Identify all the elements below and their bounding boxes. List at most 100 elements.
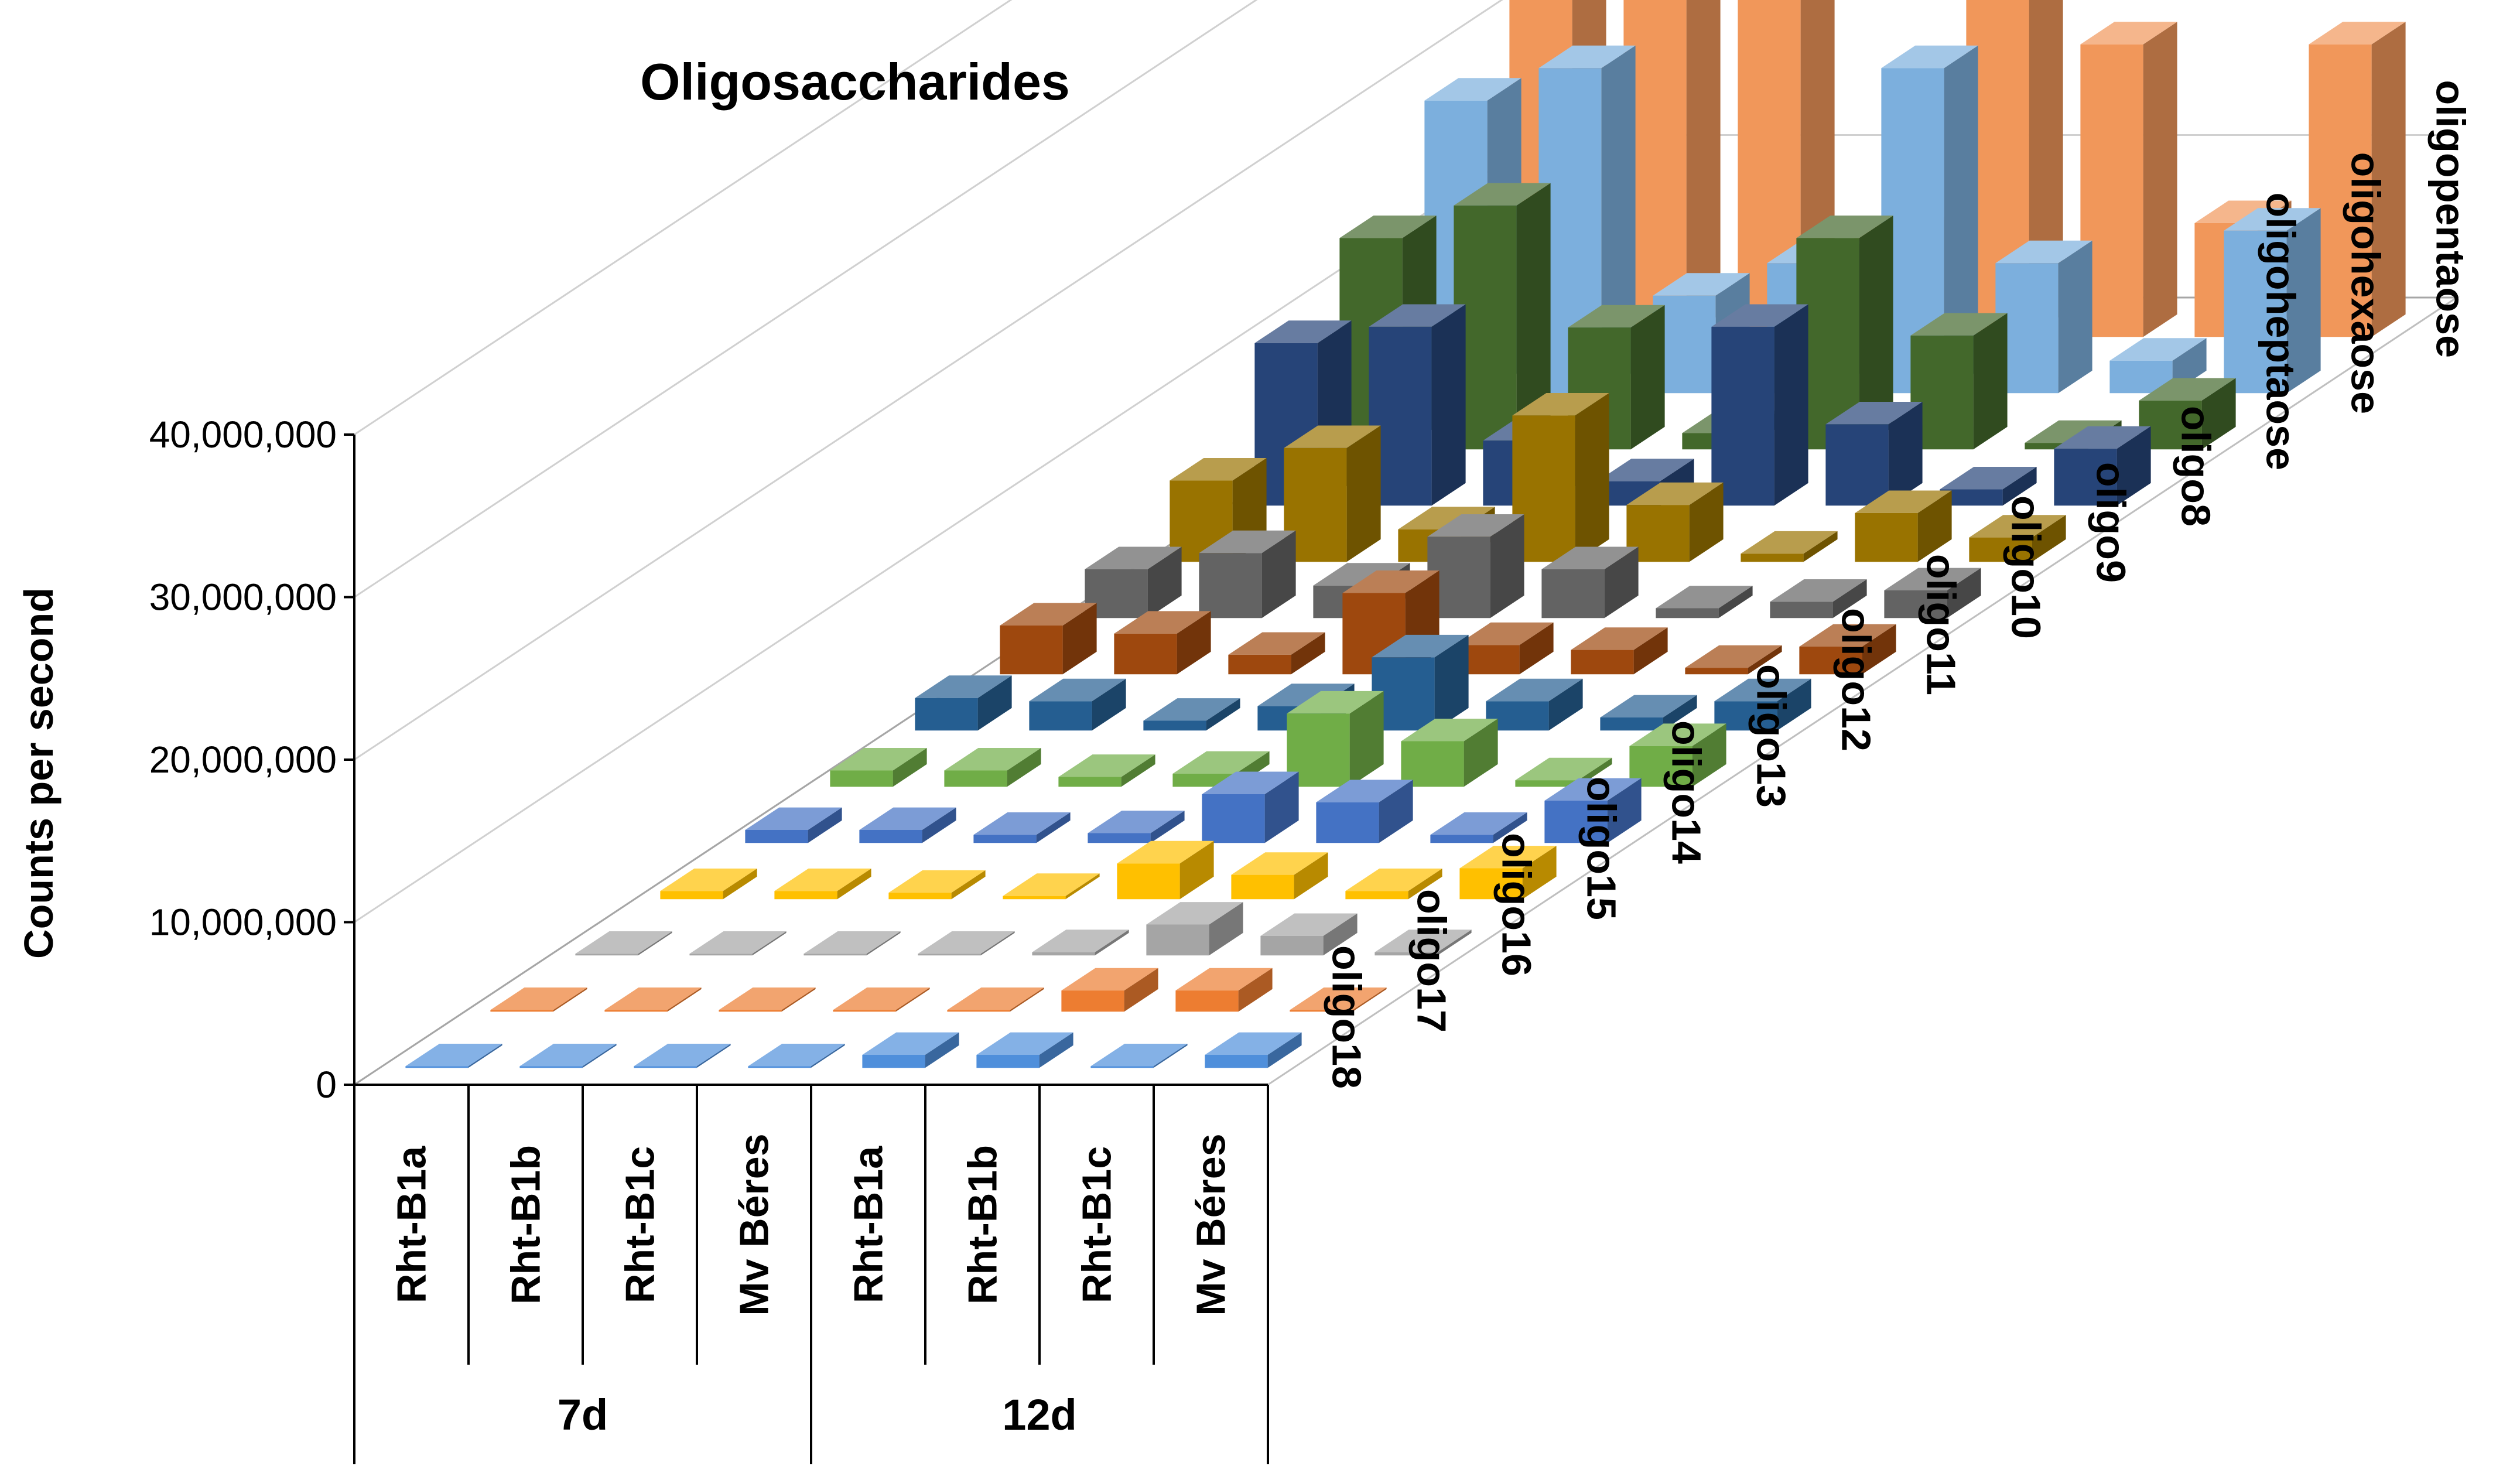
bar-top (1796, 216, 1893, 238)
bar-top (1313, 563, 1410, 586)
bar-front (1486, 701, 1549, 731)
bar-front (1260, 935, 1324, 956)
bar-top (1090, 1044, 1188, 1067)
series-label: oligo16 (1494, 833, 1540, 976)
bar-side (1607, 778, 1642, 843)
bar (1430, 812, 1527, 843)
bar-side (582, 1044, 617, 1068)
chart-bars (405, 0, 2406, 1068)
bar-top (1228, 632, 1325, 655)
bar-front (1316, 802, 1379, 843)
bar-top (1143, 698, 1240, 721)
bar-front (1799, 647, 1862, 675)
bar-front (1199, 553, 1262, 619)
bar-front (1538, 68, 1602, 394)
bar (1623, 0, 1721, 337)
bar (719, 987, 816, 1012)
bar-top (1058, 754, 1155, 777)
bar-top (689, 931, 787, 954)
bar (519, 1044, 617, 1068)
bar-top (1571, 627, 1668, 650)
bar-front (888, 893, 952, 900)
bar (1199, 530, 1296, 619)
category-label: Rht-B1b (503, 1145, 549, 1304)
bar-top (1600, 695, 1697, 717)
bar (1796, 216, 1893, 450)
bar (748, 1044, 845, 1068)
bar-side (1346, 425, 1381, 562)
bar-front (1995, 263, 2059, 394)
bar-front (1345, 891, 1408, 900)
bar-front (490, 1010, 553, 1012)
bar (689, 931, 787, 956)
category-label: Rht-B1a (389, 1146, 435, 1303)
category-label: Mv Béres (1188, 1133, 1234, 1315)
bar-side (837, 868, 871, 900)
bar-front (1656, 608, 1719, 619)
bar-top (1316, 780, 1413, 802)
bar-side (1036, 812, 1071, 843)
bar (1995, 240, 2092, 394)
bar-front (1284, 447, 1347, 562)
bar-side (1124, 968, 1158, 1012)
bar-top (1629, 723, 1726, 746)
bar (1544, 778, 1642, 843)
bar (1284, 425, 1381, 562)
bar-front (2224, 230, 2287, 394)
bar-front (1290, 1010, 1353, 1012)
bar (1910, 313, 2008, 450)
bar (1940, 467, 2037, 506)
bar-side (1947, 568, 1981, 619)
bar-top (748, 1044, 845, 1067)
bar-front (1881, 68, 1944, 394)
bar-top (1969, 515, 2066, 538)
bar (745, 807, 842, 843)
bar (1427, 514, 1524, 619)
bar (1231, 852, 1328, 900)
category-label: Rht-B1c (617, 1146, 663, 1303)
bar-top (2054, 426, 2151, 449)
bar-side (1153, 1044, 1188, 1068)
bar-front (1000, 626, 1063, 675)
bar-front (1374, 952, 1438, 956)
bar-top (1940, 467, 2037, 490)
bar-front (973, 835, 1037, 843)
bar-side (1379, 780, 1413, 843)
bar-top (1061, 968, 1158, 991)
bar-top (1287, 691, 1384, 714)
bar (1401, 719, 1498, 787)
bar-side (638, 931, 672, 956)
bar-side (2371, 22, 2406, 337)
bar (1799, 624, 1896, 675)
bar-front (1117, 863, 1180, 900)
bar-top (1401, 719, 1498, 742)
bar (1374, 930, 1472, 956)
bar-front (2139, 400, 2202, 450)
bar-front (944, 770, 1007, 787)
bar-front (1114, 633, 1177, 675)
bar-front (1143, 720, 1206, 731)
bar-side (1323, 913, 1358, 956)
bar (1741, 531, 1838, 562)
bar (1600, 695, 1697, 731)
bar-side (1206, 698, 1240, 731)
bar (2309, 22, 2406, 337)
bar-top (1260, 913, 1358, 936)
bar-side (866, 931, 901, 956)
series-label: oligo14 (1664, 720, 1709, 864)
bar (1260, 913, 1358, 956)
bar-top (634, 1044, 731, 1067)
chart-title: Oligosaccharides (640, 53, 1070, 111)
bar (1088, 811, 1185, 843)
bar-front (1003, 896, 1066, 900)
bar (1085, 546, 1182, 619)
bar (1512, 393, 1609, 562)
bar-front (1515, 780, 1578, 787)
bar-side (2032, 515, 2066, 562)
bar-front (604, 1010, 668, 1012)
bar-front (918, 954, 981, 956)
series-label: oligo13 (1749, 664, 1794, 808)
bar (1486, 678, 1583, 731)
bar-front (1369, 326, 1432, 506)
bar-top (1910, 313, 2008, 336)
